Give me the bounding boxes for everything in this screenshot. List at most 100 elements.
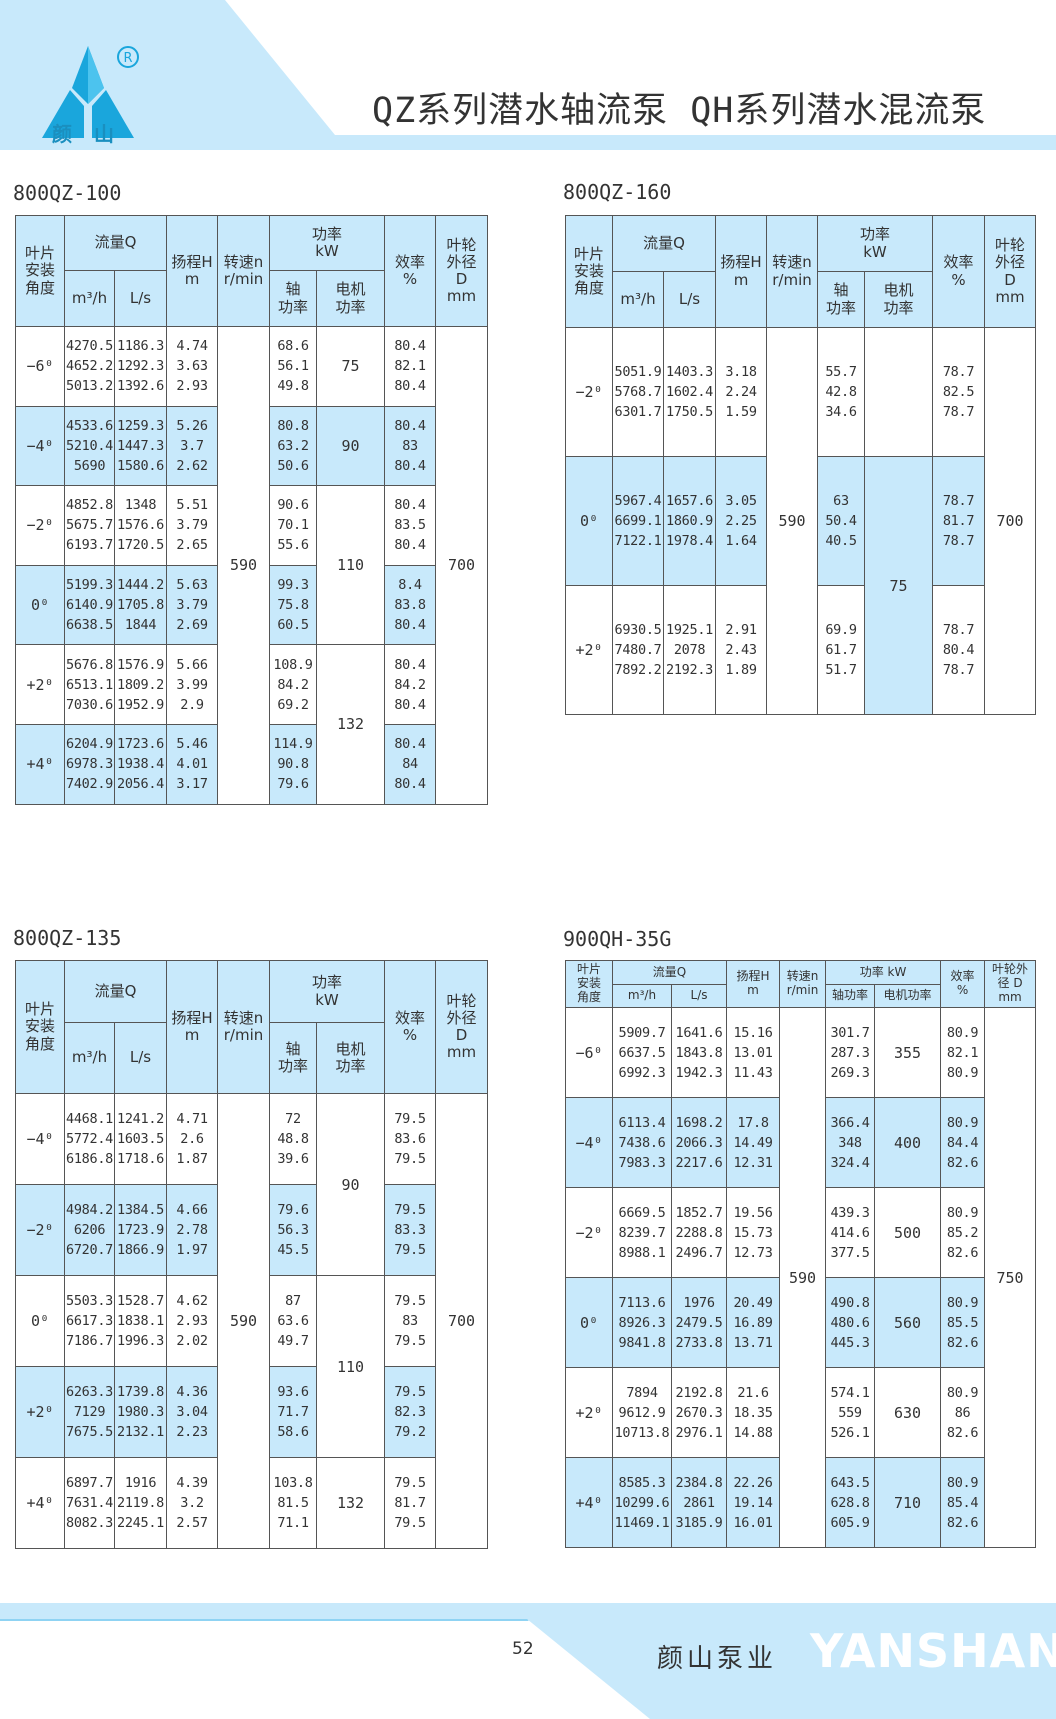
head: 5.26 3.7 2.62: [166, 405, 218, 487]
shaft-power-value: 69.9: [825, 622, 857, 638]
efficiency: 80.9 85.5 82.6: [940, 1277, 986, 1368]
flow-m3h-value: 6669.5: [618, 1204, 666, 1221]
header-efficiency: 效率 %: [932, 215, 986, 328]
header-efficiency: 效率 %: [940, 960, 986, 1008]
blade-angle: −2⁰: [565, 327, 613, 457]
blade-angle: −2⁰: [565, 1187, 613, 1278]
motor-power: 75: [315, 326, 386, 407]
header-flow-m3h: m³/h: [612, 984, 672, 1008]
head: 4.71 2.6 1.87: [166, 1093, 218, 1185]
head-value: 16.01: [733, 1514, 773, 1531]
flow-ls-value: 2217.6: [675, 1154, 723, 1171]
efficiency: 80.9 82.1 80.9: [940, 1007, 986, 1098]
efficiency-value: 83.3: [394, 1222, 426, 1238]
flow-m3h-value: 5013.2: [66, 378, 113, 395]
flow-ls: 1259.3 1447.3 1580.6: [114, 405, 167, 487]
flow-ls-value: 1723.9: [117, 1222, 164, 1238]
motor-power: 132: [315, 1457, 386, 1549]
efficiency-value: 80.9: [946, 1474, 979, 1491]
table-row: +4⁰ 8585.3 10299.6 11469.1 2384.8 2861 3185.9 2…: [565, 1457, 1036, 1548]
impeller-diameter: 700: [984, 327, 1037, 715]
head-value: 12.73: [733, 1244, 773, 1261]
head-value: 2.69: [176, 617, 208, 634]
flow-m3h-value: 7186.7: [66, 1333, 113, 1349]
header-power: 功率 kW: [816, 215, 934, 272]
efficiency-value: 82.1: [946, 1044, 979, 1061]
flow-ls-value: 2479.5: [675, 1314, 723, 1331]
flow-m3h-value: 8585.3: [618, 1474, 666, 1491]
efficiency-value: 80.4: [394, 617, 426, 634]
table-title: 800QZ-100: [13, 181, 122, 205]
flow-m3h-value: 6978.3: [66, 756, 113, 773]
shaft-power-value: 75.8: [277, 597, 309, 614]
table-row: −2⁰ 4984.2 6206 6720.7 1384.5 1723.9 1866.9 4.6…: [15, 1184, 488, 1276]
head-value: 4.36: [176, 1384, 208, 1400]
shaft-power: 103.8 81.5 71.1: [269, 1457, 317, 1549]
flow-m3h-value: 11469.1: [614, 1514, 670, 1531]
shaft-power-value: 70.1: [277, 517, 309, 534]
head-value: 3.7: [180, 437, 204, 454]
flow-m3h: 5967.4 6699.1 7122.1: [612, 456, 664, 586]
blade-angle: +2⁰: [15, 1366, 65, 1458]
shaft-power: 490.8 480.6 445.3: [825, 1277, 876, 1368]
table-row: −2⁰ 6669.5 8239.7 8988.1 1852.7 2288.8 2496.7 1…: [565, 1187, 1036, 1278]
flow-m3h: 5051.9 5768.7 6301.7: [612, 327, 664, 457]
efficiency: 79.5 83.3 79.5: [384, 1184, 437, 1276]
header-flow-m3h: m³/h: [64, 270, 115, 327]
efficiency-value: 80.4: [394, 537, 426, 554]
flow-ls-value: 2066.3: [675, 1134, 723, 1151]
efficiency-value: 79.5: [394, 1384, 426, 1400]
efficiency-value: 78.7: [942, 533, 975, 549]
flow-ls-value: 2861: [683, 1494, 715, 1511]
efficiency-value: 85.4: [946, 1494, 979, 1511]
flow-m3h: 4533.6 5210.4 5690: [64, 405, 115, 487]
shaft-power-value: 79.6: [277, 1202, 309, 1218]
shaft-power-value: 63.2: [277, 437, 309, 454]
header-power: 功率 kW: [268, 960, 386, 1023]
head-value: 2.78: [176, 1222, 208, 1238]
table-row: +2⁰ 6263.3 7129 7675.5 1739.8 1980.3 2132.1 4.3…: [15, 1366, 488, 1458]
efficiency-value: 8.4: [398, 577, 422, 594]
head-value: 2.24: [725, 384, 757, 400]
motor-power: 110: [315, 1275, 386, 1458]
flow-ls-value: 1860.9: [666, 513, 713, 529]
flow-ls: 1384.5 1723.9 1866.9: [114, 1184, 167, 1276]
head-value: 3.99: [176, 676, 208, 693]
efficiency-value: 80.9: [946, 1384, 979, 1401]
head: 5.51 3.79 2.65: [166, 485, 218, 566]
head-value: 3.18: [725, 364, 757, 380]
flow-m3h-value: 4852.8: [66, 497, 113, 514]
head-value: 5.46: [176, 736, 208, 753]
header-flow: 流量Q: [64, 960, 167, 1023]
head-value: 16.89: [733, 1314, 773, 1331]
table-row: −2⁰ 4852.8 5675.7 6193.7 1348 1576.6 1720.5 5.5…: [15, 485, 488, 646]
flow-m3h-value: 4270.5: [66, 338, 113, 355]
table-title: 800QZ-160: [563, 180, 672, 204]
head: 4.36 3.04 2.23: [166, 1366, 218, 1458]
flow-m3h-value: 5503.3: [66, 1293, 113, 1309]
flow-ls: 1641.6 1843.8 1942.3: [670, 1007, 728, 1098]
efficiency-value: 80.4: [394, 776, 426, 793]
head: 4.39 3.2 2.57: [166, 1457, 218, 1549]
shaft-power-value: 287.3: [830, 1044, 870, 1061]
shaft-power: 108.9 84.2 69.2: [269, 644, 317, 725]
flow-m3h-value: 5909.7: [618, 1024, 666, 1041]
shaft-power-value: 50.4: [825, 513, 857, 529]
flow-m3h-value: 8926.3: [618, 1314, 666, 1331]
header-flow-ls: L/s: [114, 1022, 167, 1094]
shaft-power-value: 63.6: [277, 1313, 309, 1329]
shaft-power-value: 42.8: [825, 384, 857, 400]
efficiency-value: 79.5: [394, 1515, 426, 1531]
flow-ls-value: 1852.7: [675, 1204, 723, 1221]
efficiency: 79.5 83.6 79.5: [384, 1093, 437, 1185]
shaft-power: 68.6 56.1 49.8: [269, 326, 317, 407]
flow-m3h: 4852.8 5675.7 6193.7: [64, 485, 115, 566]
shaft-power: 93.6 71.7 58.6: [269, 1366, 317, 1458]
efficiency-value: 84.4: [946, 1134, 979, 1151]
flow-ls-value: 1739.8: [117, 1384, 164, 1400]
flow-ls: 1241.2 1603.5 1718.6: [114, 1093, 167, 1185]
header-motor-power: 电机 功率: [315, 1022, 386, 1094]
efficiency-value: 79.5: [394, 1293, 426, 1309]
efficiency-value: 82.6: [946, 1244, 979, 1261]
efficiency: 8.4 83.8 80.4: [384, 564, 437, 646]
